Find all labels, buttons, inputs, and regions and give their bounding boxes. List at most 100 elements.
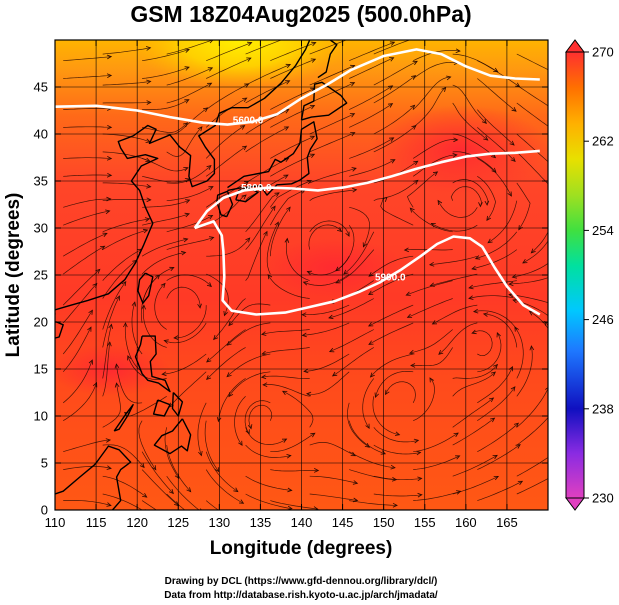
- x-tick-label: 135: [250, 515, 272, 530]
- streamline: [473, 310, 518, 330]
- streamline: [141, 252, 186, 275]
- colorbar-ticks: 230 238 246 254 262 270: [584, 45, 614, 506]
- streamline: [452, 397, 494, 428]
- streamline-arrow: [345, 231, 350, 237]
- streamline: [270, 500, 318, 510]
- streamline-arrow: [349, 82, 356, 87]
- streamline: [477, 78, 517, 112]
- coastline: [134, 335, 171, 393]
- streamline-arrow: [106, 465, 112, 470]
- x-tick-label: 130: [208, 515, 230, 530]
- streamline: [483, 313, 518, 348]
- streamline: [348, 420, 386, 455]
- streamline-arrow: [198, 451, 203, 457]
- streamline: [429, 255, 478, 266]
- streamline-arrow: [151, 465, 157, 471]
- streamline: [477, 422, 519, 453]
- streamline-arrow: [247, 424, 253, 430]
- streamline-arrow: [228, 392, 234, 398]
- streamline-arrow: [146, 100, 152, 105]
- streamline: [245, 109, 289, 135]
- streamline: [328, 298, 374, 319]
- streamline: [63, 466, 112, 470]
- streamline-arrow: [387, 85, 394, 90]
- streamline-arrow: [282, 390, 288, 396]
- streamline-arrow: [452, 153, 458, 158]
- streamline: [63, 198, 111, 208]
- streamline-arrow: [226, 340, 232, 346]
- streamline-arrow: [510, 157, 516, 163]
- streamline-arrow: [310, 58, 317, 63]
- streamline-arrow: [95, 268, 101, 274]
- streamline: [234, 396, 246, 446]
- coastline: [153, 418, 192, 455]
- streamline-arrow: [285, 63, 292, 69]
- y-tick-label: 10: [34, 409, 48, 424]
- streamline-arrow: [242, 97, 248, 103]
- streamline: [410, 207, 453, 233]
- streamline: [142, 213, 190, 226]
- streamline: [512, 262, 548, 278]
- streamline-arrow: [287, 36, 292, 40]
- streamline-arrow: [203, 107, 209, 113]
- streamline-arrow: [245, 237, 251, 243]
- streamline-arrow: [484, 200, 490, 206]
- x-tick-label: 160: [455, 515, 477, 530]
- streamline: [413, 139, 458, 159]
- streamline-arrow: [585, 209, 589, 213]
- colorbar-min-arrow: [565, 497, 585, 511]
- streamline: [206, 42, 252, 62]
- streamline-arrow: [417, 476, 423, 482]
- streamline-arrow: [352, 480, 359, 485]
- streamline: [206, 329, 246, 363]
- streamline-arrow: [508, 281, 514, 287]
- streamline: [197, 402, 207, 456]
- streamline-arrow: [483, 135, 489, 141]
- y-tick-label: 0: [41, 503, 48, 518]
- streamline: [245, 493, 292, 510]
- streamline-arrow: [123, 411, 130, 417]
- streamline: [226, 353, 271, 377]
- streamline-arrow: [286, 454, 292, 459]
- streamline-arrow: [409, 349, 415, 355]
- streamline-arrow: [146, 197, 152, 203]
- streamline-arrow: [453, 137, 459, 143]
- streamline: [102, 102, 151, 104]
- streamline-arrow: [261, 331, 267, 336]
- streamline-arrow: [216, 416, 222, 423]
- streamline: [206, 181, 249, 208]
- streamline: [373, 444, 421, 455]
- streamline-arrow: [285, 80, 291, 85]
- y-tick-label: 25: [34, 268, 48, 283]
- streamline: [516, 457, 548, 477]
- streamline: [452, 179, 489, 206]
- streamline-arrow: [511, 107, 517, 112]
- streamline-arrow: [206, 82, 213, 88]
- streamline-arrow: [214, 467, 220, 473]
- warm-region-southwest: [55, 344, 170, 396]
- streamline-arrow: [455, 48, 461, 54]
- streamline-arrow: [197, 126, 203, 132]
- y-tick-label: 45: [34, 80, 48, 95]
- streamline-arrow: [491, 153, 497, 159]
- streamline: [63, 126, 112, 128]
- streamline: [309, 113, 355, 135]
- streamline-arrow: [314, 468, 320, 473]
- streamline-arrow: [309, 135, 316, 141]
- streamline-arrow: [305, 391, 312, 397]
- streamline: [509, 277, 548, 285]
- colorbar: 230 238 246 254 262 270: [565, 39, 614, 511]
- streamline-arrow: [490, 417, 496, 423]
- coastline: [137, 272, 154, 304]
- colorbar-tick-label: 254: [592, 223, 614, 238]
- streamline: [142, 49, 190, 62]
- streamline-arrow: [343, 269, 349, 275]
- streamline: [102, 281, 127, 330]
- streamline-arrow: [510, 386, 516, 392]
- streamline-arrow: [512, 298, 518, 304]
- streamline: [349, 41, 395, 62]
- streamline: [413, 377, 435, 422]
- streamline: [63, 439, 111, 453]
- streamline-arrow: [593, 183, 598, 187]
- streamline-arrow: [368, 290, 374, 295]
